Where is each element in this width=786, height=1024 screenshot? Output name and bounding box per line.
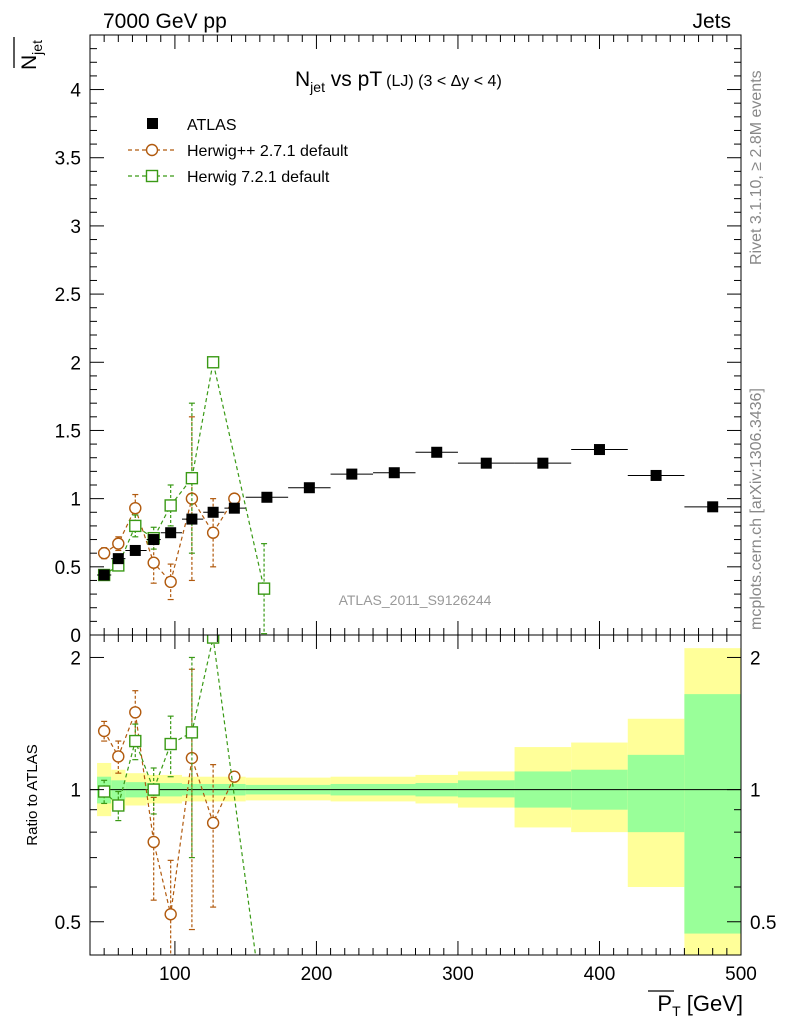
ratio-xlabel: PT [GeV] [657, 991, 743, 1019]
legend-item-herwigpp: Herwig++ 2.7.1 default [128, 143, 349, 160]
atlas-main-point [537, 457, 549, 469]
herwig7-ratio-point [259, 1014, 270, 1024]
header-jets-label: Jets [692, 10, 731, 33]
herwigpp-ratio-point [228, 770, 241, 783]
herwig7-ratio-point [164, 737, 177, 751]
herwigpp-main-point [112, 537, 125, 550]
atlas-main-point [303, 482, 315, 494]
main-ytick-label: 0.5 [55, 558, 81, 579]
herwig7-ratio-line [103, 637, 257, 955]
herwig7-ratio-point [185, 726, 199, 739]
ratio-xtick-label: 500 [725, 964, 757, 985]
legend-atlas-label: ATLAS [187, 117, 237, 134]
atlas-main-point [186, 513, 198, 525]
herwig7-ratio-point [112, 799, 125, 812]
atlas-main-point [228, 502, 240, 514]
legend-item-herwig7: Herwig 7.2.1 default [128, 169, 330, 186]
herwigpp-ratio-line [103, 709, 235, 915]
header-energy-label: 7000 GeV pp [103, 10, 227, 33]
atlas-main-point [148, 534, 160, 546]
herwig7-main-point [206, 356, 220, 369]
main-ytick-label: 2 [70, 353, 81, 374]
legend-atlas-marker [147, 118, 158, 129]
ratio-ytick-label: 1 [70, 781, 81, 802]
atlas-main-point [346, 468, 358, 480]
herwig7-main-point [185, 471, 199, 485]
ratio-xtick-label: 400 [584, 964, 616, 985]
analysis-watermark: ATLAS_2011_S9126244 [339, 592, 492, 608]
herwigpp-ratio-point [112, 750, 125, 763]
ratio-panel: 100 200 300 400 500 0.5 0.5 1 1 2 2 Ratio to ATLAS… [24, 634, 776, 1024]
ratio-band-inner [627, 754, 685, 833]
herwigpp-ratio-point [129, 706, 142, 719]
ratio-ytick-label: 2 [70, 648, 81, 669]
atlas-main-point [388, 467, 400, 479]
ratio-band-inner [457, 780, 515, 798]
herwig7-ratio-point [129, 734, 142, 748]
herwig7-ratio-point [147, 783, 160, 796]
legend-item-atlas: ATLAS [147, 117, 237, 134]
ratio-ylabel: Ratio to ATLAS [24, 744, 41, 845]
main-ytick-label: 2.5 [55, 285, 81, 306]
herwigpp-main-point [129, 501, 142, 515]
ratio-xtick-label: 100 [159, 964, 191, 985]
atlas-main-point [261, 491, 273, 503]
herwigpp-ratio-point [164, 908, 177, 921]
atlas-main-point [707, 501, 719, 513]
main-ytick-label: 1.5 [55, 421, 81, 442]
main-ytick-label: 3.5 [55, 149, 81, 170]
herwig7-ratio-point [97, 785, 111, 798]
main-ytick-label: 3 [70, 217, 81, 238]
herwig7-main-line [103, 362, 265, 589]
ratio-ytick-label-right: 1 [750, 781, 761, 802]
atlas-main-point [431, 446, 443, 458]
herwigpp-main-point [206, 526, 220, 539]
herwigpp-ratio-point [147, 835, 160, 849]
atlas-main-point [112, 553, 124, 565]
main-panel: 0 0.5 1 1.5 2 2.5 3 3.5 4 Njet vs pT (LJ) (3 < Δy… [13, 34, 742, 647]
atlas-main-point [650, 469, 662, 481]
ratio-ytick-label-right: 0.5 [750, 913, 776, 934]
legend-herwigpp-label: Herwig++ 2.7.1 default [187, 143, 349, 160]
herwigpp-ratio-point [206, 816, 220, 830]
ratio-xtick-label: 300 [442, 964, 474, 985]
herwigpp-main-point [228, 492, 241, 505]
atlas-main-point [593, 444, 605, 456]
ratio-ytick-label: 0.5 [55, 913, 81, 934]
ratio-band-inner [684, 694, 741, 934]
main-ytick-label: 1 [70, 490, 81, 511]
herwig7-ratio-point [206, 635, 220, 644]
herwigpp-main-point [97, 546, 111, 560]
legend-herwig7-label: Herwig 7.2.1 default [187, 169, 330, 186]
herwigpp-main-line [103, 497, 235, 584]
herwigpp-ratio-point [97, 724, 111, 738]
atlas-main-point [98, 569, 110, 581]
ratio-xtick-label: 200 [301, 964, 333, 985]
atlas-main-point [480, 457, 492, 469]
rivet-version-label: Rivet 3.1.10, ≥ 2.8M events [748, 70, 765, 265]
herwigpp-main-point [164, 575, 177, 589]
atlas-main-point [129, 544, 141, 556]
atlas-main-point [207, 506, 219, 518]
herwig7-main-point [257, 582, 271, 595]
ratio-ytick-label-right: 2 [750, 648, 761, 669]
main-ylabel: Njet [18, 40, 45, 70]
main-ytick-label: 0 [70, 626, 81, 647]
legend: ATLAS Herwig++ 2.7.1 default Herwig 7.2.… [128, 117, 349, 186]
legend-herwig7-marker [145, 169, 159, 183]
mcplots-label: mcplots.cern.ch [arXiv:1306.3436] [748, 388, 765, 630]
legend-herwigpp-marker [145, 143, 159, 157]
herwig7-main-point [164, 499, 177, 512]
herwigpp-main-point [147, 556, 160, 569]
atlas-main-point [165, 527, 177, 539]
herwig7-main-point [129, 519, 142, 533]
main-ytick-label: 4 [70, 81, 81, 102]
main-plot-title: Njet vs pT (LJ) (3 < Δy < 4) [295, 68, 502, 95]
